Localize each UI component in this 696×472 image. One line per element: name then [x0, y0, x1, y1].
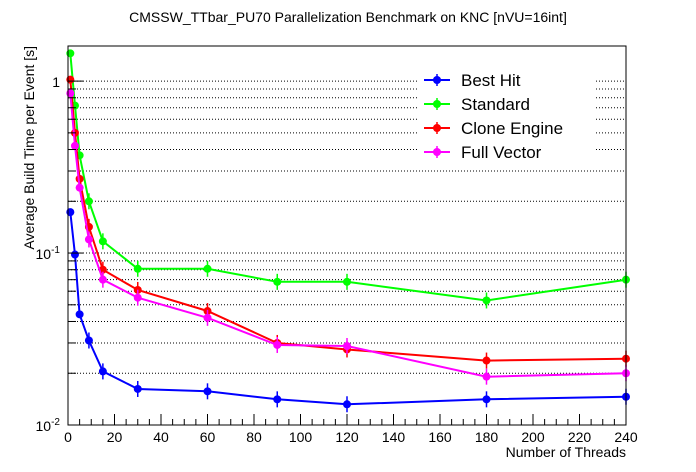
data-point — [273, 340, 282, 349]
data-point — [84, 336, 93, 345]
data-point — [273, 395, 282, 404]
data-point — [98, 237, 107, 246]
x-tick-label: 160 — [428, 429, 452, 445]
chart-title: CMSSW_TTbar_PU70 Parallelization Benchma… — [129, 9, 567, 25]
data-point — [343, 277, 351, 286]
x-tick-label: 140 — [382, 429, 406, 445]
data-point — [273, 277, 282, 286]
data-point — [482, 372, 491, 381]
data-point — [70, 250, 79, 259]
x-tick-label: 220 — [568, 429, 592, 445]
x-tick-label: 200 — [521, 429, 545, 445]
y-axis-label: Average Build Time per Event [s] — [21, 46, 37, 250]
data-point — [133, 384, 142, 393]
data-point — [203, 313, 212, 322]
data-point — [343, 400, 351, 409]
data-point — [482, 356, 491, 365]
x-tick-label: 0 — [64, 429, 72, 445]
data-point — [70, 141, 79, 150]
legend-swatch-marker — [433, 76, 441, 84]
data-point — [75, 183, 84, 192]
data-point — [133, 264, 142, 273]
legend-swatch-marker — [433, 100, 441, 108]
data-point — [482, 395, 491, 404]
legend-swatch-marker — [433, 124, 441, 132]
x-tick-label: 60 — [200, 429, 216, 445]
legend-label: Full Vector — [461, 143, 542, 162]
data-point — [203, 264, 212, 273]
x-tick-label: 100 — [289, 429, 313, 445]
data-point — [343, 342, 351, 351]
legend-label: Clone Engine — [461, 119, 563, 138]
data-point — [133, 293, 142, 302]
legend-swatch-marker — [433, 148, 441, 156]
data-point — [84, 197, 93, 206]
x-tick-label: 80 — [246, 429, 262, 445]
legend: Best Hit Standard Clone Engine Full Vector — [418, 62, 596, 168]
legend-label: Best Hit — [461, 71, 521, 90]
data-point — [98, 367, 107, 376]
data-point — [98, 275, 107, 284]
series-layer — [66, 49, 630, 413]
y-tick-label: 10-2 — [36, 417, 61, 434]
x-tick-label: 20 — [107, 429, 123, 445]
x-tick-label: 180 — [475, 429, 499, 445]
y-tick-label: 1 — [52, 74, 60, 90]
x-tick-label: 240 — [614, 429, 638, 445]
x-tick-label: 120 — [335, 429, 359, 445]
y-tick-label: 10-1 — [36, 245, 61, 262]
legend-label: Standard — [461, 95, 530, 114]
data-point — [84, 235, 93, 244]
x-tick-label: 40 — [153, 429, 169, 445]
data-point — [75, 310, 84, 319]
x-axis-label: Number of Threads — [506, 444, 626, 460]
data-point — [482, 296, 491, 305]
data-point — [203, 387, 212, 396]
grid-lines — [68, 80, 626, 374]
axis-ticks: 10-2 10-1 1 0 20 40 60 80 100 120 140 160 180 200 220 2… — [36, 74, 638, 445]
